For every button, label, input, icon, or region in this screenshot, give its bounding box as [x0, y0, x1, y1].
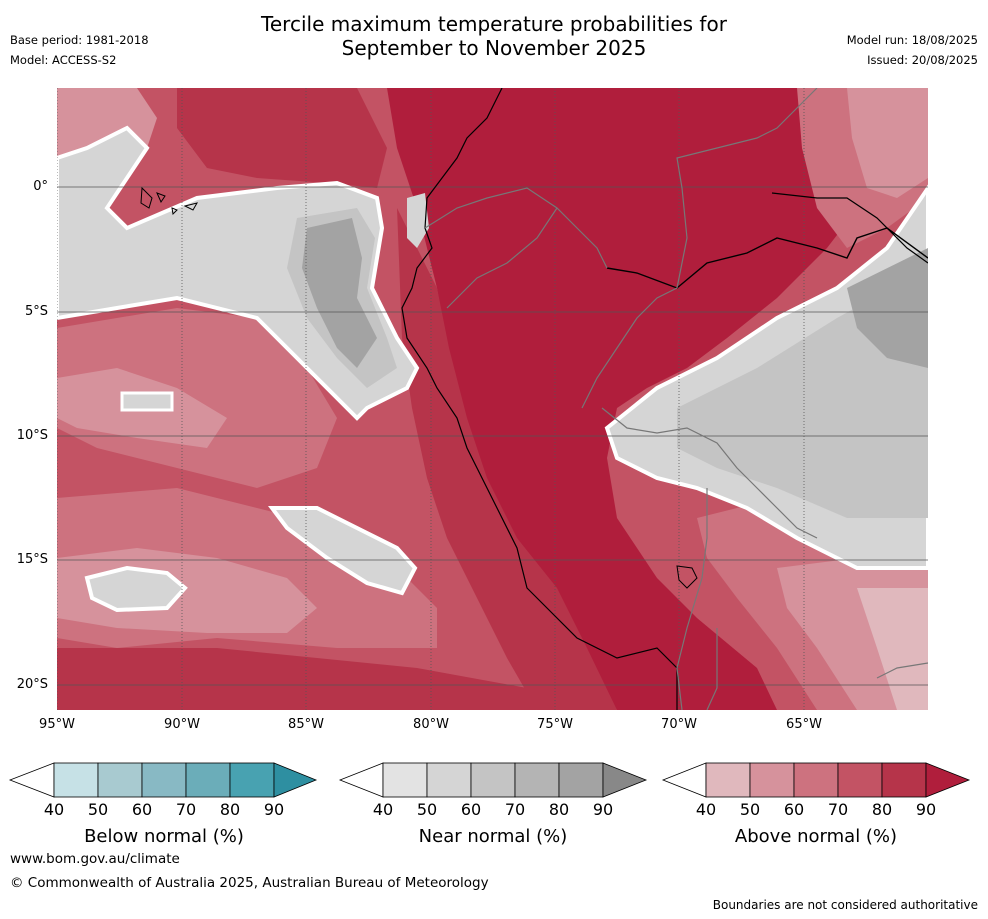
above-80-ocean-region: [177, 88, 387, 188]
near-tick-70: 70: [504, 800, 526, 819]
near-normal-south-patch: [268, 506, 418, 596]
below-caption: Below normal (%): [84, 826, 244, 847]
near-normal-west-ocean: [57, 125, 420, 421]
model-run-text: Model run: 18/08/2025: [846, 33, 978, 47]
amazon-river: [606, 227, 928, 289]
map-title: Tercile maximum temperature probabilitie…: [0, 12, 988, 60]
colorbar-near: [338, 762, 648, 798]
above-caption: Above normal (%): [734, 826, 898, 847]
near-caption: Near normal (%): [418, 826, 568, 847]
below-tick-80: 80: [219, 800, 241, 819]
lon-label-75w: 75°W: [537, 717, 573, 732]
near-normal-north-patch: [407, 193, 429, 248]
colorbar-legends: [8, 762, 971, 798]
lat-label-5s: 5°S: [24, 304, 48, 319]
above-tick-90: 90: [915, 800, 937, 819]
near-tick-40: 40: [372, 800, 394, 819]
country-borders: [424, 88, 928, 710]
northern-river: [771, 192, 928, 264]
below-tick-60: 60: [131, 800, 153, 819]
colorbar-above: [661, 762, 971, 798]
copyright-text: © Commonwealth of Australia 2025, Austra…: [10, 875, 489, 891]
lon-label-80w: 80°W: [413, 717, 449, 732]
above-60-ocean-area: [57, 308, 337, 488]
lon-label-70w: 70°W: [661, 717, 697, 732]
above-tick-80: 80: [871, 800, 893, 819]
above-40-southeast-edge: [857, 588, 928, 710]
coastline: [401, 88, 678, 710]
probability-map: [57, 88, 928, 710]
title-line-2: September to November 2025: [341, 36, 647, 60]
lon-label-95w: 95°W: [39, 717, 75, 732]
above-50-northeast: [847, 88, 928, 198]
bom-url-text: www.bom.gov.au/climate: [10, 851, 180, 867]
near-tick-90: 90: [592, 800, 614, 819]
below-tick-90: 90: [263, 800, 285, 819]
title-line-1: Tercile maximum temperature probabilitie…: [261, 12, 727, 36]
lon-label-85w: 85°W: [288, 717, 324, 732]
meta-left: Base period: 1981-2018 Model: ACCESS-S2: [10, 30, 149, 70]
near-tick-80: 80: [548, 800, 570, 819]
below-tick-50: 50: [87, 800, 109, 819]
lake-titicaca: [676, 565, 698, 589]
graticule: [57, 88, 928, 710]
near-tick-60: 60: [460, 800, 482, 819]
near-normal-70-core: [302, 218, 377, 368]
above-tick-70: 70: [827, 800, 849, 819]
boundaries-disclaimer: Boundaries are not considered authoritat…: [712, 898, 978, 912]
below-tick-70: 70: [175, 800, 197, 819]
issued-text: Issued: 20/08/2025: [867, 53, 978, 67]
near-normal-east-70: [847, 248, 928, 368]
above-80-coastal-band: [397, 208, 617, 710]
colorbar-below: [8, 762, 318, 798]
base-period-text: Base period: 1981-2018: [10, 33, 149, 47]
above-tick-40: 40: [695, 800, 717, 819]
model-text: Model: ACCESS-S2: [10, 53, 117, 67]
lon-label-90w: 90°W: [164, 717, 200, 732]
lat-label-0: 0°: [33, 179, 48, 194]
above-80-south-ocean: [57, 648, 537, 710]
lon-label-65w: 65°W: [786, 717, 822, 732]
above-tick-60: 60: [783, 800, 805, 819]
lat-label-10s: 10°S: [16, 428, 48, 443]
lat-label-20s: 20°S: [16, 677, 48, 692]
lat-label-15s: 15°S: [16, 552, 48, 567]
galapagos-islands: [140, 186, 199, 216]
near-normal-southwest-patch: [84, 565, 188, 613]
near-normal-island-patch: [120, 391, 174, 412]
below-tick-40: 40: [43, 800, 65, 819]
above-tick-50: 50: [739, 800, 761, 819]
meta-right: Model run: 18/08/2025 Issued: 20/08/2025: [847, 30, 978, 70]
near-tick-50: 50: [416, 800, 438, 819]
